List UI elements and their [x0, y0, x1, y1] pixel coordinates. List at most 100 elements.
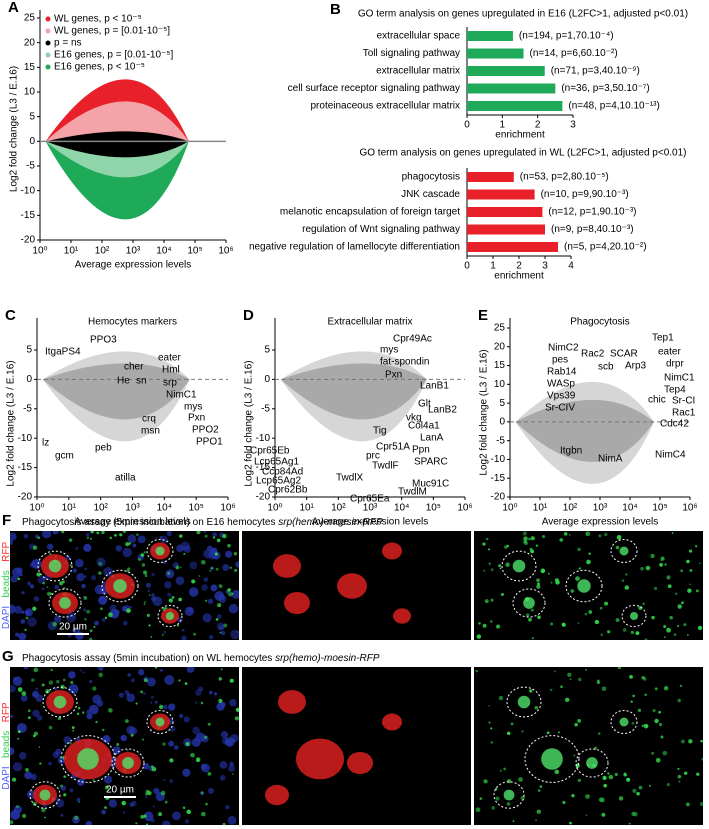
- nucleus: [35, 687, 39, 691]
- bead: [660, 559, 663, 562]
- bead: [600, 633, 604, 637]
- bead: [143, 814, 147, 818]
- bead: [547, 572, 550, 575]
- nucleus: [32, 709, 40, 718]
- bead: [695, 545, 698, 548]
- bead: [109, 536, 113, 540]
- cell-outline: [506, 686, 542, 718]
- nucleus: [131, 800, 137, 806]
- bead: [632, 694, 636, 698]
- bead: [553, 670, 556, 673]
- bead: [664, 636, 666, 638]
- nucleus: [15, 632, 20, 637]
- bead: [641, 724, 645, 727]
- nucleus: [23, 667, 29, 670]
- cell: [347, 751, 373, 775]
- bead: [652, 709, 656, 713]
- nucleus: [65, 555, 71, 560]
- nucleus: [201, 584, 208, 591]
- bead: [196, 758, 200, 763]
- nucleus: [41, 587, 45, 591]
- bead: [78, 801, 80, 803]
- nucleus: [213, 692, 218, 696]
- bar: [467, 172, 514, 182]
- nucleus: [163, 704, 168, 710]
- channel-separator: /: [1, 562, 12, 570]
- gene-label: Sr-CI: [672, 396, 695, 407]
- chart-title: Extracellular matrix: [327, 317, 412, 328]
- nucleus: [42, 531, 52, 539]
- nucleus: [174, 745, 179, 750]
- x-tick-label: 10⁰: [267, 503, 282, 514]
- gene-label: SCAR: [610, 349, 638, 360]
- bead: [654, 687, 658, 691]
- bead: [696, 772, 700, 776]
- bead: [604, 601, 609, 606]
- panel-letter: A: [8, 0, 19, 16]
- nucleus: [216, 622, 225, 631]
- gene-label: Ccp84Ad: [262, 467, 303, 478]
- bead: [479, 797, 483, 800]
- cell-outline: [565, 569, 603, 603]
- bead: [204, 735, 208, 739]
- bead: [644, 638, 648, 640]
- bead: [179, 534, 183, 538]
- x-tick-label: 10⁰: [32, 246, 47, 257]
- y-tick-label: 15: [494, 360, 506, 371]
- x-axis-label: enrichment: [494, 271, 544, 282]
- bead: [108, 612, 113, 618]
- bead: [25, 767, 29, 772]
- gene-label: Glt: [418, 399, 431, 410]
- gene-label: Tep1: [652, 333, 674, 344]
- bead: [499, 769, 502, 772]
- bead: [554, 769, 560, 775]
- bead: [233, 552, 238, 556]
- nucleus: [150, 695, 154, 699]
- nucleus: [183, 545, 191, 553]
- nucleus: [76, 573, 85, 582]
- y-tick-label: 15: [24, 62, 36, 73]
- nucleus: [155, 536, 158, 540]
- y-tick-label: 0: [264, 374, 270, 385]
- bead: [32, 606, 37, 611]
- gene-label: Hml: [162, 365, 180, 376]
- bead: [141, 738, 145, 741]
- nucleus: [103, 775, 113, 784]
- gene-label: mys: [184, 402, 202, 413]
- bead: [32, 545, 38, 550]
- scale-bar-label: 20 µm: [106, 785, 134, 796]
- channel-separator: /: [1, 722, 12, 730]
- bead: [585, 814, 588, 816]
- gene-label: gcm: [55, 451, 74, 462]
- category-label: extracellular matrix: [376, 66, 460, 77]
- cell: [382, 542, 402, 560]
- bead: [529, 689, 533, 693]
- nucleus: [208, 690, 213, 695]
- bead: [678, 780, 681, 783]
- y-tick-label: 5: [26, 345, 32, 356]
- bead: [145, 792, 149, 796]
- nucleus: [52, 751, 60, 759]
- bead: [147, 791, 152, 796]
- legend-label: WL genes, p < 10⁻⁵: [54, 14, 142, 25]
- bead: [46, 586, 49, 588]
- nucleus: [76, 797, 81, 802]
- micrograph-panel: [10, 531, 239, 640]
- bead: [21, 813, 27, 819]
- bar-annotation: (n=53, p=2,80.10⁻⁵): [520, 172, 609, 183]
- bead: [675, 592, 678, 596]
- bead: [98, 562, 103, 566]
- cell-outline: [42, 686, 78, 718]
- gene-label: fat-spondin: [380, 357, 429, 368]
- cell-outline: [37, 550, 73, 582]
- bead: [175, 565, 180, 570]
- nucleus: [198, 686, 204, 692]
- x-tick-label: 10⁰: [502, 503, 517, 514]
- bead: [573, 754, 576, 757]
- bead: [601, 686, 607, 692]
- nucleus: [177, 617, 183, 623]
- bead: [571, 794, 575, 798]
- nucleus: [77, 778, 85, 786]
- bead: [228, 592, 233, 597]
- bead: [689, 583, 692, 586]
